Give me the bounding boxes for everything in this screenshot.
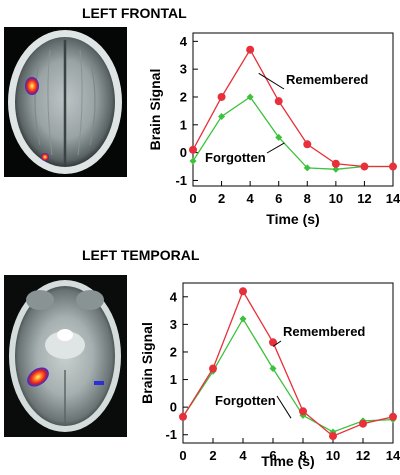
x-tick-label: 0	[179, 448, 186, 463]
y-tick-label: 4	[180, 34, 188, 49]
remembered-leader-line	[272, 340, 282, 347]
y-tick-label: 2	[170, 344, 177, 359]
data-point-forgotten	[246, 93, 254, 101]
x-tick-label: 8	[304, 191, 311, 206]
data-point-remembered	[303, 140, 312, 149]
y-axis-label: Brain Signal	[147, 69, 163, 151]
data-point-forgotten	[218, 112, 226, 120]
x-tick-label: 4	[239, 448, 247, 463]
x-tick-label: 10	[326, 448, 340, 463]
y-tick-label: 0	[180, 145, 187, 160]
data-point-remembered	[359, 419, 367, 428]
forgotten-annotation: Forgotten	[205, 150, 266, 165]
data-point-forgotten	[275, 133, 283, 141]
x-tick-label: 12	[356, 448, 370, 463]
series-line-forgotten	[182, 317, 394, 433]
y-tick-label: -1	[175, 173, 187, 188]
data-point-remembered	[299, 407, 307, 416]
series-line-remembered	[182, 289, 394, 437]
x-axis-label: Time (s)	[266, 211, 319, 227]
plot-frame	[182, 282, 394, 444]
x-tick-label: 6	[275, 191, 282, 206]
data-point-remembered	[389, 412, 397, 421]
data-point-remembered	[274, 97, 283, 106]
data-point-remembered	[269, 338, 277, 347]
series-line-remembered	[192, 48, 393, 168]
x-tick-label: 14	[386, 448, 400, 463]
remembered-annotation: Remembered	[283, 324, 365, 339]
data-point-remembered	[389, 162, 397, 171]
data-point-forgotten	[332, 165, 340, 173]
y-tick-label: 3	[180, 62, 187, 77]
data-point-remembered	[246, 45, 255, 54]
x-axis-label: Time (s)	[261, 453, 314, 469]
x-tick-label: 12	[357, 191, 371, 206]
data-point-forgotten	[269, 365, 277, 373]
data-point-remembered	[209, 364, 217, 373]
forgotten-leader-line	[276, 395, 292, 419]
remembered-leader-line	[258, 72, 285, 90]
data-point-remembered	[239, 287, 247, 296]
y-tick-label: 0	[170, 400, 177, 415]
x-tick-label: 0	[189, 191, 196, 206]
y-axis-label: Brain Signal	[139, 322, 155, 404]
panel-title-temporal: LEFT TEMPORAL	[82, 247, 200, 263]
data-point-remembered	[217, 92, 226, 101]
data-point-forgotten	[239, 315, 247, 323]
y-tick-label: 1	[180, 117, 187, 132]
data-point-remembered	[179, 412, 187, 421]
y-tick-label: -1	[165, 427, 177, 442]
data-point-remembered	[329, 432, 337, 441]
forgotten-annotation: Forgotten	[215, 393, 276, 408]
x-tick-label: 4	[247, 191, 255, 206]
brain-scan-temporal	[4, 275, 127, 437]
remembered-annotation: Remembered	[286, 72, 368, 87]
data-point-remembered	[360, 162, 369, 171]
plot-frame	[192, 32, 394, 187]
y-tick-label: 3	[170, 317, 177, 332]
series-line-forgotten	[192, 96, 393, 170]
panel-title-frontal: LEFT FRONTAL	[82, 5, 187, 21]
data-point-remembered	[331, 159, 340, 168]
brain-scan-frontal	[4, 27, 127, 177]
y-tick-label: 2	[180, 89, 187, 104]
x-tick-label: 2	[218, 191, 225, 206]
y-tick-label: 1	[170, 372, 177, 387]
forgotten-leader-line	[266, 142, 285, 154]
x-tick-label: 14	[386, 191, 400, 206]
x-tick-label: 8	[299, 448, 306, 463]
y-tick-label: 4	[170, 289, 178, 304]
x-tick-label: 2	[209, 448, 216, 463]
x-tick-label: 10	[329, 191, 343, 206]
data-point-forgotten	[189, 157, 197, 165]
x-tick-label: 6	[269, 448, 276, 463]
data-point-forgotten	[303, 164, 311, 172]
data-point-remembered	[189, 145, 197, 154]
